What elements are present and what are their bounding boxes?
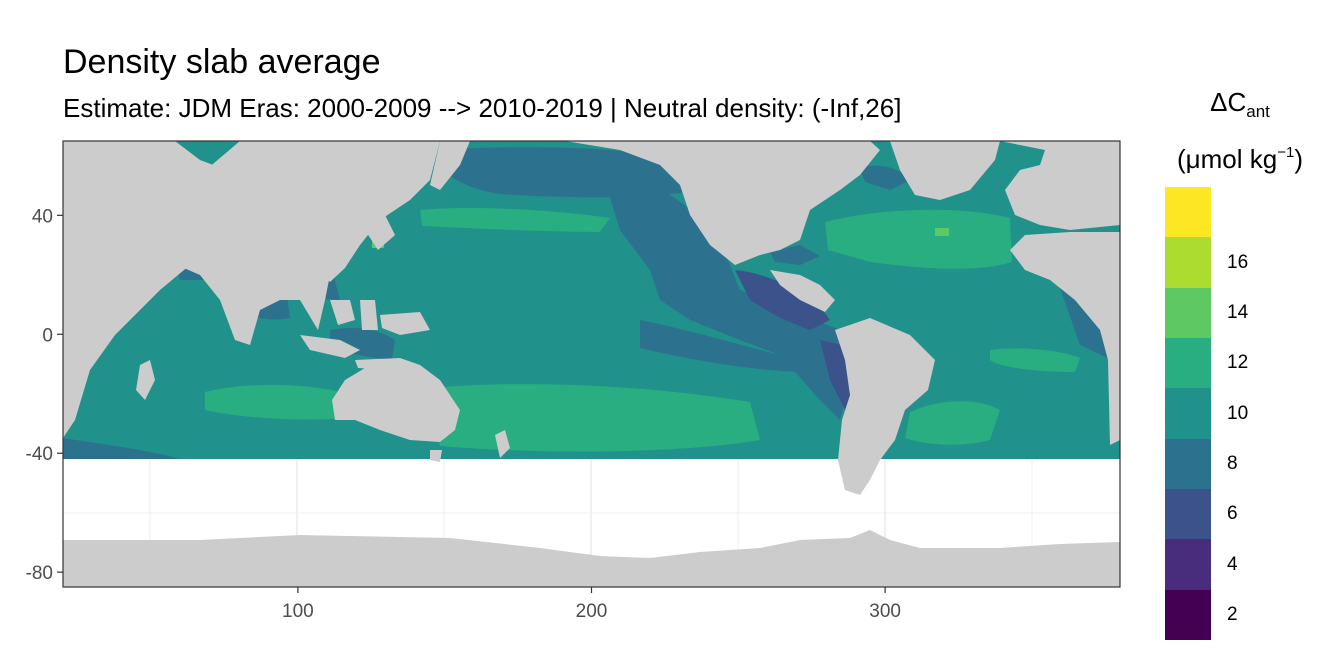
x-tick-label: 100 [282,601,314,622]
ocean-region-6-8 [63,147,1112,459]
y-tick-label: 0 [42,325,53,346]
legend-label: 6 [1227,503,1238,525]
legend-swatch [1165,187,1211,238]
land-antarctica [63,530,1120,587]
land-asia [200,141,440,282]
land-arabia-india [130,255,345,345]
legend-title: ΔCant [1210,87,1270,121]
legend-label: 12 [1227,352,1249,374]
legend-colorbar [1165,187,1211,641]
legend-swatch [1165,287,1211,339]
legend-swatch [1165,338,1211,389]
land [63,141,1120,587]
x-axis: 100 200 300 [282,587,901,622]
legend-swatch [1165,438,1211,490]
legend-swatch [1165,388,1211,440]
ocean-region-4-6 [735,270,855,416]
legend-label: 14 [1227,301,1249,323]
ocean-region-10-12 [205,207,1080,452]
legend-swatch [1165,589,1211,641]
y-tick-label: -40 [26,444,53,465]
land-europe [1000,141,1120,230]
legend-label: 2 [1227,603,1238,625]
y-tick-label: -80 [26,563,53,584]
legend-label: 4 [1227,553,1238,575]
legend-swatch [1165,489,1211,540]
legend-label: 16 [1227,251,1249,273]
land-africa-east [1010,232,1120,445]
x-tick-label: 200 [576,601,608,622]
land-madagascar [136,360,155,400]
y-axis: 40 0 -40 -80 [26,206,63,584]
legend-swatch [1165,237,1211,289]
legend-label: 10 [1227,402,1249,424]
y-tick-label: 40 [32,206,53,227]
land-north-america [565,141,880,265]
map-panel [63,141,1120,587]
legend-label: 8 [1227,452,1238,474]
plot-subtitle: Estimate: JDM Eras: 2000-2009 --> 2010-2… [63,93,902,123]
land-greenland [890,141,1000,200]
plot-title: Density slab average [63,43,381,81]
legend-swatch [1165,539,1211,591]
land-south-america [835,318,935,495]
land-kamchatka [430,141,470,190]
legend-unit: (μmol kg−1) [1177,144,1303,174]
x-tick-label: 300 [869,601,901,622]
land-australia [332,362,460,442]
